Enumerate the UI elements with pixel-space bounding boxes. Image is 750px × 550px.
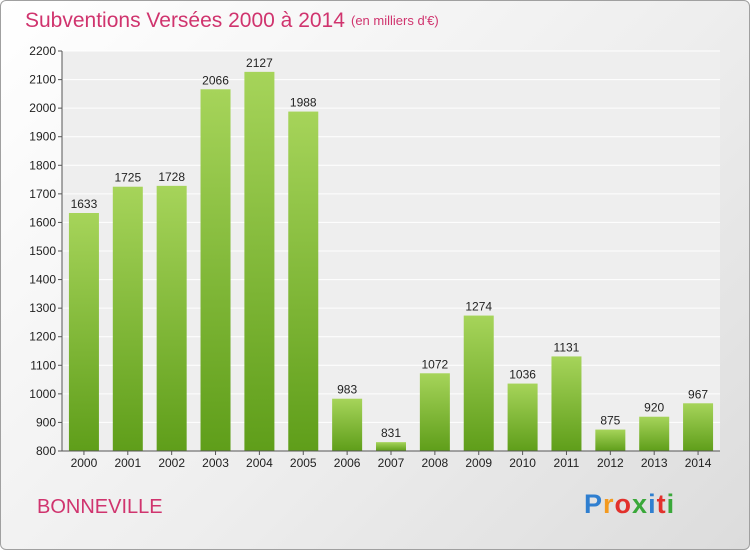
x-tick-label: 2014 — [685, 456, 712, 470]
bar-value-label: 1036 — [509, 368, 536, 382]
bar-value-label: 2066 — [202, 73, 229, 87]
y-tick-label: 1300 — [29, 301, 56, 315]
x-tick-label: 2004 — [246, 456, 273, 470]
y-tick-label: 1000 — [29, 387, 56, 401]
bar-value-label: 1728 — [158, 170, 185, 184]
bar — [200, 89, 231, 452]
bar-value-label: 1131 — [554, 340, 580, 354]
chart-title: Subventions Versées 2000 à 2014 — [25, 9, 345, 32]
y-tick-label: 1600 — [29, 215, 56, 229]
bar-value-label: 2127 — [246, 56, 273, 70]
x-tick-label: 2011 — [554, 456, 580, 470]
logo-letter: r — [603, 489, 615, 519]
bar-value-label: 831 — [381, 426, 401, 440]
bar — [376, 442, 406, 451]
x-tick-label: 2007 — [378, 456, 405, 470]
bars: 1633 1725 1728 2066 2127 1988 983 831 1072 1274 10… — [68, 56, 714, 452]
bar-value-label: 967 — [688, 387, 708, 401]
x-tick-label: 2013 — [641, 456, 668, 470]
y-tick-label: 800 — [36, 444, 56, 458]
chart-subtitle: (en milliers d'€) — [351, 13, 439, 28]
logo-letter: P — [584, 489, 604, 519]
bar-value-label: 875 — [600, 414, 620, 428]
bar — [156, 185, 187, 451]
x-tick-label: 2008 — [422, 456, 449, 470]
logo-letter: i — [666, 489, 676, 519]
bar — [68, 213, 99, 451]
y-tick-label: 1800 — [29, 158, 56, 172]
y-tick-label: 2100 — [29, 73, 56, 87]
y-tick-label: 1100 — [30, 358, 56, 372]
x-tick-label: 2001 — [114, 456, 141, 470]
bar-value-label: 1633 — [71, 197, 98, 211]
bar-value-label: 1988 — [290, 96, 317, 110]
x-tick-label: 2006 — [334, 456, 361, 470]
axes: 800 900 1000 1100 1200 1300 1400 1500 1600 1700 18… — [29, 44, 720, 470]
x-tick-label: 2012 — [597, 456, 624, 470]
bar — [595, 429, 626, 451]
bar-value-label: 1725 — [114, 171, 141, 185]
y-tick-label: 1700 — [29, 187, 56, 201]
x-tick-label: 2000 — [71, 456, 98, 470]
bar-value-label: 1072 — [422, 357, 449, 371]
x-tick-label: 2003 — [202, 456, 229, 470]
bar — [244, 71, 275, 451]
y-tick-label: 2000 — [29, 101, 56, 115]
bar — [332, 398, 363, 451]
bar — [112, 186, 143, 451]
y-tick-label: 1900 — [29, 130, 56, 144]
x-tick-label: 2010 — [509, 456, 536, 470]
x-tick-label: 2009 — [465, 456, 492, 470]
y-tick-label: 1500 — [29, 244, 56, 258]
x-tick-label: 2002 — [158, 456, 185, 470]
y-tick-label: 900 — [36, 415, 56, 429]
bar — [683, 403, 714, 451]
bar — [419, 373, 450, 451]
y-tick-label: 2200 — [29, 44, 56, 58]
bar — [288, 111, 319, 452]
commune-name: BONNEVILLE — [37, 496, 163, 518]
bar-value-label: 1274 — [465, 300, 492, 314]
logo-letter: o — [614, 489, 633, 519]
bar-value-label: 983 — [337, 383, 357, 397]
y-tick-label: 1400 — [29, 273, 56, 287]
logo-letter: x — [632, 489, 649, 519]
bar — [463, 315, 494, 451]
bar-value-label: 920 — [644, 401, 664, 415]
bar — [551, 356, 582, 451]
proxiti-logo: Proxiti — [584, 489, 675, 520]
bar — [507, 383, 538, 451]
logo-letter: i — [648, 489, 657, 519]
bar — [639, 416, 670, 451]
x-tick-label: 2005 — [290, 456, 317, 470]
y-tick-label: 1200 — [29, 330, 56, 344]
logo-letter: t — [656, 489, 667, 519]
